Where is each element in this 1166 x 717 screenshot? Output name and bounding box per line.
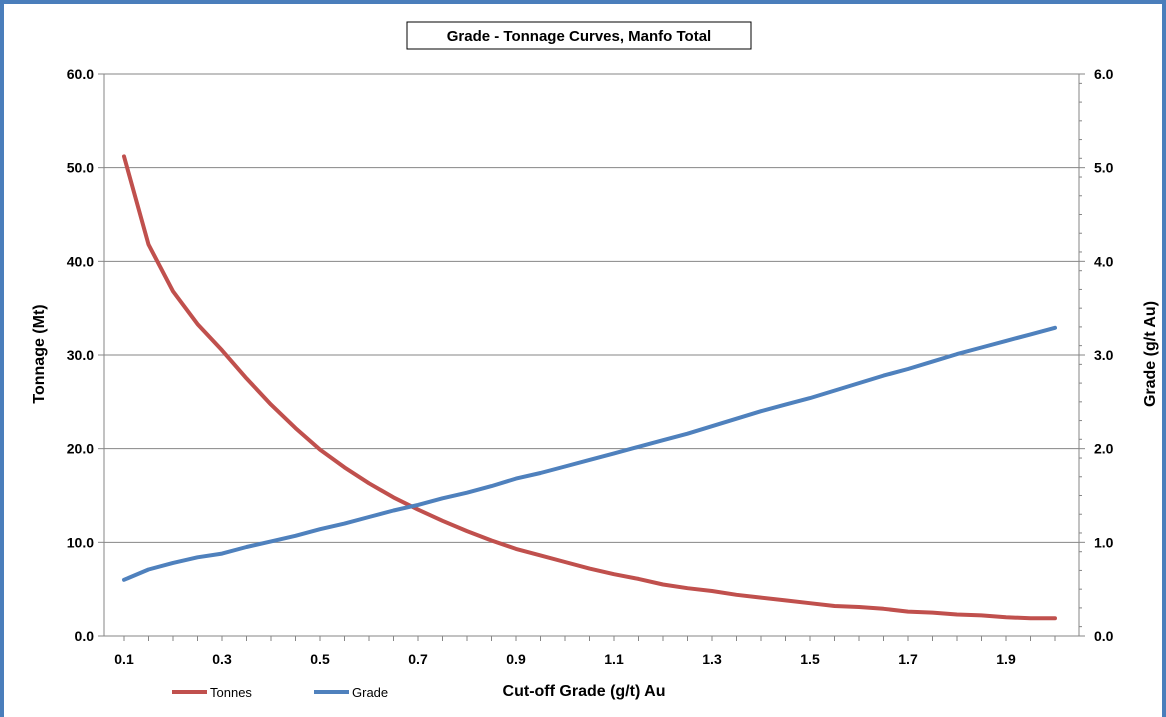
chart-title-box	[406, 21, 752, 50]
x-axis-title: Cut-off Grade (g/t) Au	[503, 683, 666, 700]
y-axis-title: Tonnage (Mt)	[31, 304, 48, 403]
y2-tick-label: 0.0	[1094, 628, 1114, 644]
x-tick-label: 1.3	[702, 651, 722, 667]
y2-tick-label: 1.0	[1094, 534, 1114, 550]
series-lines	[122, 154, 1057, 621]
y2-axis-title: Grade (g/t Au)	[1142, 301, 1159, 407]
y-tick-label: 0.0	[75, 628, 95, 644]
series-line-tonnes	[122, 154, 1057, 621]
legend-label-grade: Grade	[352, 685, 388, 700]
y2-tick-label: 6.0	[1094, 66, 1114, 82]
x-tick-label: 1.5	[800, 651, 820, 667]
x-tick-label: 0.5	[310, 651, 330, 667]
tick-labels: 0.0 10.0 20.0 30.0 40.0 50.0 60.0 0.0 1.0 2.0 3.0 4…	[67, 66, 1114, 667]
legend-label-tonnes: Tonnes	[210, 685, 252, 700]
chart-title: Grade - Tonnage Curves, Manfo Total	[447, 28, 711, 45]
gridlines	[104, 73, 1079, 543]
x-tick-label: 0.1	[114, 651, 134, 667]
y2-tick-label: 5.0	[1094, 160, 1114, 176]
y-tick-label: 20.0	[67, 441, 94, 457]
y-tick-label: 40.0	[67, 253, 94, 269]
legend: Tonnes Grade	[172, 685, 388, 700]
x-tick-label: 1.7	[898, 651, 918, 667]
x-tick-label: 0.7	[408, 651, 428, 667]
y-tick-label: 30.0	[67, 347, 94, 363]
y-tick-label: 60.0	[67, 66, 94, 82]
y2-tick-label: 4.0	[1094, 253, 1114, 269]
y-tick-label: 10.0	[67, 534, 94, 550]
x-tick-label: 1.1	[604, 651, 624, 667]
y2-tick-label: 2.0	[1094, 441, 1114, 457]
x-tick-label: 0.3	[212, 651, 232, 667]
x-tick-label: 1.9	[996, 651, 1016, 667]
y2-tick-label: 3.0	[1094, 347, 1114, 363]
y-tick-label: 50.0	[67, 160, 94, 176]
axes	[98, 73, 1085, 641]
x-tick-label: 0.9	[506, 651, 526, 667]
